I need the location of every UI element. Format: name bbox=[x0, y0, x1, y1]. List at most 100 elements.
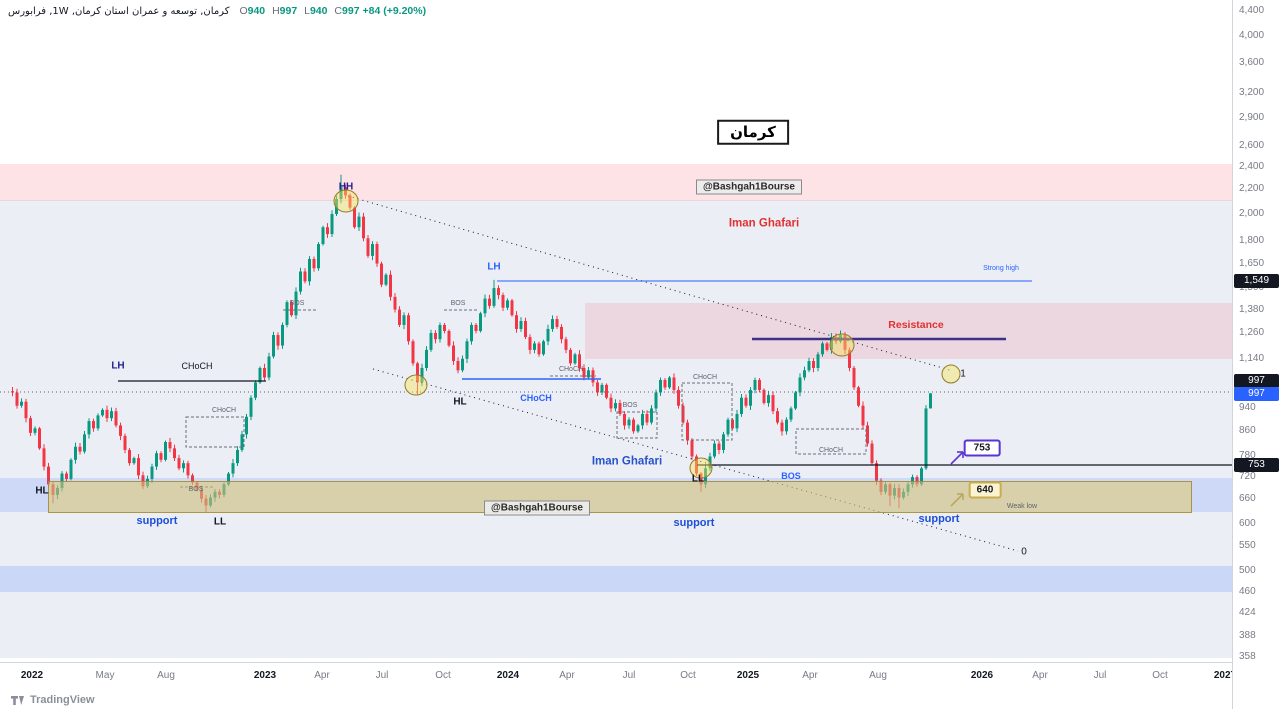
candle-body bbox=[843, 335, 847, 350]
candle-body bbox=[155, 453, 158, 467]
candle-body bbox=[704, 468, 707, 485]
candle-body bbox=[636, 425, 640, 432]
price-tag-1,549-dark: 1,549 bbox=[1234, 274, 1279, 288]
candle-body bbox=[74, 446, 77, 460]
candle-body bbox=[569, 349, 572, 364]
chart-plot-area[interactable]: LH CHoCH HH LH HL CHoCH HL LL LL BOS Resistance sup… bbox=[0, 0, 1232, 662]
candle-body bbox=[159, 453, 163, 460]
candle-body bbox=[614, 403, 617, 409]
candle-body bbox=[870, 443, 874, 464]
candle-body bbox=[137, 458, 140, 476]
candle-body bbox=[483, 298, 487, 314]
candle-body bbox=[906, 484, 910, 492]
candle-body bbox=[141, 475, 145, 487]
candle-body bbox=[281, 324, 284, 346]
candle-body bbox=[420, 367, 424, 383]
pointer-arrow-2[interactable] bbox=[950, 493, 964, 507]
tradingview-logo-text: TradingView bbox=[30, 693, 95, 706]
candle-body bbox=[695, 456, 698, 474]
price-tag-753-dark: 753 bbox=[1234, 458, 1279, 472]
candle-body bbox=[596, 382, 599, 393]
time-axis[interactable]: 2022 May Aug 2023 Apr Jul Oct 2024 Apr Jul Oct 2025… bbox=[0, 662, 1280, 691]
price-axis[interactable]: 4,400 4,000 3,600 3,200 2,900 2,600 2,400 2,200… bbox=[1232, 0, 1280, 662]
candle-body bbox=[582, 367, 586, 378]
candle-body bbox=[902, 491, 905, 498]
candle-body bbox=[717, 443, 721, 450]
symbol-title[interactable]: کرمان, توسعه و عمران استان کرمان, 1W, فر… bbox=[8, 6, 230, 17]
candle-body bbox=[15, 392, 19, 406]
candle-body bbox=[762, 389, 766, 404]
time-tick-2023: 2023 bbox=[253, 670, 277, 681]
candle-body bbox=[537, 343, 541, 355]
change-value: +84 (+9.20%) bbox=[362, 5, 427, 17]
candle-body bbox=[753, 379, 757, 390]
candle-body bbox=[825, 343, 829, 350]
candle-body bbox=[132, 458, 136, 464]
time-tick-2027: 2027 bbox=[1213, 670, 1237, 681]
candle-body bbox=[749, 389, 752, 406]
candle-body bbox=[929, 393, 932, 409]
structure-dashed-box-4[interactable] bbox=[795, 428, 867, 455]
candle-body bbox=[164, 442, 167, 460]
candle-body bbox=[177, 458, 181, 469]
price-tick-3,200: 3,200 bbox=[1239, 86, 1265, 98]
high-value: 997 bbox=[279, 5, 298, 17]
price-tick-550: 550 bbox=[1239, 540, 1256, 552]
candle-body bbox=[510, 300, 514, 316]
highlight-circle-4[interactable] bbox=[829, 333, 855, 357]
time-tick-Oct: Oct bbox=[680, 670, 696, 681]
time-tick-Jul: Jul bbox=[375, 670, 389, 681]
candle-body bbox=[785, 419, 788, 432]
candle-body bbox=[866, 425, 869, 444]
candle-body bbox=[726, 419, 730, 435]
candle-body bbox=[920, 468, 923, 485]
candle-body bbox=[897, 488, 901, 498]
line-trendline-hh-to-1[interactable] bbox=[347, 195, 954, 372]
candle-body bbox=[672, 377, 676, 390]
candle-body bbox=[677, 389, 680, 406]
candle-body bbox=[546, 328, 550, 342]
candle-body bbox=[812, 361, 815, 368]
price-tick-358: 358 bbox=[1239, 651, 1256, 662]
candle-body bbox=[209, 497, 212, 506]
candle-body bbox=[123, 435, 127, 450]
time-tick-Jul: Jul bbox=[622, 670, 636, 681]
structure-dashed-box-3[interactable] bbox=[681, 382, 733, 441]
candle-body bbox=[659, 379, 662, 393]
tradingview-logo[interactable]: TradingView bbox=[10, 690, 95, 709]
price-tick-2,200: 2,200 bbox=[1239, 183, 1265, 195]
candle-body bbox=[623, 413, 626, 426]
candle-body bbox=[821, 343, 824, 355]
candle-body bbox=[744, 397, 748, 406]
candle-body bbox=[339, 187, 343, 200]
structure-dashed-box-1[interactable] bbox=[185, 416, 245, 448]
structure-dashed-box-2[interactable] bbox=[616, 411, 658, 439]
candle-body bbox=[290, 302, 293, 316]
axis-corner bbox=[1232, 662, 1280, 709]
line-trendline-low-to-0[interactable] bbox=[372, 368, 1019, 552]
candle-body bbox=[101, 409, 104, 416]
candle-body bbox=[807, 361, 811, 371]
price-tick-860: 860 bbox=[1239, 425, 1256, 437]
candle-body bbox=[780, 422, 784, 432]
candle-body bbox=[722, 434, 725, 450]
candle-body bbox=[83, 434, 86, 452]
candle-body bbox=[398, 309, 401, 325]
highlight-circle-2[interactable] bbox=[404, 374, 428, 396]
candle-body bbox=[258, 367, 262, 383]
candle-body bbox=[713, 443, 716, 457]
candle-body bbox=[816, 354, 820, 368]
time-tick-May: May bbox=[95, 670, 115, 681]
pointer-arrow-1[interactable] bbox=[950, 451, 964, 465]
highlight-circle-3[interactable] bbox=[689, 457, 713, 479]
price-tick-2,400: 2,400 bbox=[1239, 161, 1265, 173]
candle-body bbox=[321, 227, 325, 245]
highlight-circle-5[interactable] bbox=[941, 364, 961, 384]
time-tick-Aug: Aug bbox=[157, 670, 175, 681]
high-label: H bbox=[272, 5, 280, 17]
candlestick-chart-canvas[interactable] bbox=[0, 0, 1232, 662]
price-tick-424: 424 bbox=[1239, 607, 1256, 619]
candle-body bbox=[699, 473, 703, 485]
candle-body bbox=[587, 370, 590, 378]
highlight-circle-1[interactable] bbox=[333, 189, 359, 213]
